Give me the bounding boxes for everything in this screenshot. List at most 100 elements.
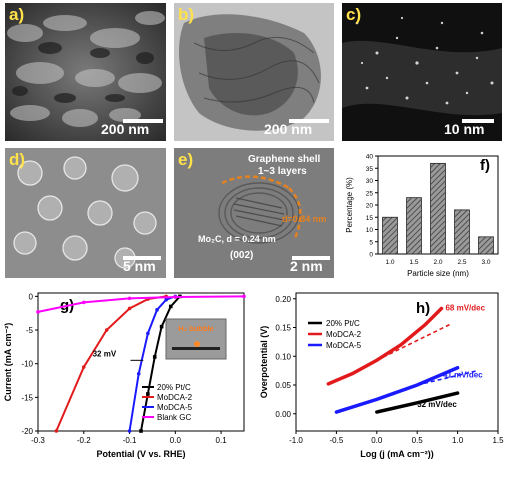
f-y-tick-label: 25 bbox=[366, 190, 374, 197]
f-bar bbox=[406, 197, 422, 255]
panel-d-tem-image: d) 5 nm bbox=[5, 148, 166, 278]
d-spacing-core-label: Mo₂C, d = 0.24 nm bbox=[198, 234, 276, 244]
panel-e-scale-bar bbox=[292, 256, 330, 260]
g-data-point bbox=[139, 429, 143, 433]
f-y-tick-label: 0 bbox=[369, 252, 373, 259]
g-data-point bbox=[81, 300, 86, 305]
panel-c-scale-bar bbox=[462, 119, 494, 123]
g-x-tick-label: 0.0 bbox=[170, 436, 182, 445]
panel-a-label: a) bbox=[9, 5, 25, 24]
h-y-tick-label: 0.15 bbox=[275, 324, 291, 333]
f-x-tick-label: 1.0 bbox=[385, 259, 394, 266]
f-bar bbox=[478, 236, 494, 255]
g-data-point bbox=[54, 429, 59, 433]
layers-label: 1~3 layers bbox=[258, 166, 307, 177]
h-panel-label: h) bbox=[416, 300, 430, 317]
g-data-point bbox=[173, 295, 178, 299]
panel-b-tem-image: b) 200 nm bbox=[174, 3, 334, 141]
panel-c-haadf-image: c) 10 nm bbox=[342, 3, 502, 141]
f-y-tick-label: 10 bbox=[366, 227, 374, 234]
g-legend-entry: Blank GC bbox=[157, 413, 191, 422]
graphene-shell-outline bbox=[221, 175, 290, 190]
panel-h-tafel-plot: -1.0 -0.5 0.0 0.5 1.0 1.5 0.00 0.05 0.10 0.15 0.20… bbox=[256, 283, 508, 493]
g-inset-label: H₂ bubble bbox=[178, 324, 213, 333]
panel-d-label: d) bbox=[9, 150, 26, 169]
f-y-tick-label: 20 bbox=[366, 203, 374, 210]
g-data-point bbox=[146, 331, 150, 336]
graphene-shell-label: Graphene shell bbox=[248, 154, 321, 165]
g-inset-bubble bbox=[194, 341, 200, 347]
g-delta-label: 32 mV bbox=[93, 349, 117, 358]
g-legend-entry: MoDCA-2 bbox=[157, 393, 193, 402]
f-bar bbox=[382, 216, 398, 255]
f-y-tick-label: 30 bbox=[366, 178, 374, 185]
g-legend-entry: 20% Pt/C bbox=[157, 383, 191, 392]
g-inset-photo bbox=[165, 318, 227, 360]
f-x-tick-label: 2.5 bbox=[457, 259, 466, 266]
g-x-tick-label: -0.2 bbox=[77, 436, 91, 445]
g-data-point bbox=[127, 306, 132, 311]
f-x-tick-label: 3.0 bbox=[481, 259, 490, 266]
panel-c-scale-label: 10 nm bbox=[444, 121, 485, 137]
g-data-point bbox=[146, 392, 150, 396]
h-series-line bbox=[334, 366, 460, 414]
panel-d-scale-bar bbox=[123, 256, 161, 260]
g-inset-electrode bbox=[172, 347, 220, 350]
lattice-plane-label: (002) bbox=[230, 250, 254, 261]
h-legend-entry: MoDCA-2 bbox=[326, 330, 362, 339]
h-series-line bbox=[326, 306, 444, 386]
g-data-point bbox=[136, 371, 141, 376]
g-legend-entry: MoDCA-5 bbox=[157, 403, 193, 412]
panel-d-scale-label: 5 nm bbox=[123, 258, 156, 274]
h-legend-entry: 20% Pt/C bbox=[326, 319, 360, 328]
h-x-tick-label: 1.0 bbox=[452, 436, 464, 445]
polarization-chart: -0.3 -0.2 -0.1 0.0 0.1 0 -5 -10 -15 -20 Potential … bbox=[3, 292, 246, 459]
g-x-tick-label: -0.3 bbox=[31, 436, 45, 445]
panel-a-sem-image: a) 200 nm bbox=[5, 3, 166, 141]
h-y-tick-label: 0.00 bbox=[275, 410, 291, 419]
f-bar bbox=[430, 162, 446, 255]
g-y-tick-label: -15 bbox=[21, 393, 33, 402]
g-y-tick-label: -5 bbox=[26, 326, 34, 335]
panel-e-hrtem-image: e) Graphene shell 1~3 layers d=0.34 nm M… bbox=[174, 148, 334, 278]
h-x-tick-label: -0.5 bbox=[330, 436, 344, 445]
d-spacing-shell-label: d=0.34 nm bbox=[282, 214, 327, 224]
g-x-tick-label: 0.1 bbox=[216, 436, 228, 445]
f-x-tick-label: 1.5 bbox=[409, 259, 418, 266]
g-data-point bbox=[168, 304, 173, 309]
g-data-point bbox=[152, 355, 157, 359]
h-slope-label: 41 mV/dec bbox=[443, 371, 483, 380]
h-x-tick-label: 0.0 bbox=[371, 436, 383, 445]
h-legend-entry: MoDCA-5 bbox=[326, 341, 362, 350]
f-x-axis-label: Particle size (nm) bbox=[407, 269, 469, 278]
g-data-point bbox=[36, 310, 40, 314]
h-slope-label: 32 mV/dec bbox=[417, 400, 457, 409]
f-x-tick-label: 2.0 bbox=[433, 259, 442, 266]
h-x-axis-label: Log (j (mA cm⁻²)) bbox=[360, 449, 433, 459]
tem-particles-texture bbox=[5, 148, 166, 278]
panel-e-label: e) bbox=[178, 150, 194, 169]
f-y-tick-label: 40 bbox=[366, 154, 374, 161]
g-y-tick-label: -10 bbox=[21, 360, 33, 369]
g-y-tick-label: -20 bbox=[21, 427, 33, 436]
f-y-tick-label: 35 bbox=[366, 166, 374, 173]
haadf-texture bbox=[342, 3, 502, 141]
g-y-tick-label: 0 bbox=[29, 292, 34, 301]
panel-a-scale-bar bbox=[123, 119, 163, 123]
g-data-point bbox=[127, 429, 132, 433]
panel-b-scale-label: 200 nm bbox=[264, 121, 313, 137]
panel-b-label: b) bbox=[178, 5, 195, 24]
h-y-tick-label: 0.10 bbox=[275, 352, 291, 361]
tem-texture bbox=[174, 3, 334, 141]
h-y-tick-label: 0.05 bbox=[275, 381, 291, 390]
f-y-tick-label: 5 bbox=[369, 239, 373, 246]
g-data-point bbox=[242, 294, 246, 299]
h-x-tick-label: 0.5 bbox=[412, 436, 424, 445]
g-data-point bbox=[81, 365, 86, 369]
h-fit-line bbox=[417, 369, 478, 386]
g-data-point bbox=[155, 308, 159, 312]
g-data-point bbox=[127, 296, 132, 301]
panel-f-histogram: 0 5 10 15 20 25 30 35 40 1.0 1.5 2.0 2.5 3.0 Particle … bbox=[342, 148, 506, 280]
g-x-axis-label: Potential (V vs. RHE) bbox=[96, 449, 185, 459]
panel-e-scale-label: 2 nm bbox=[290, 258, 323, 274]
